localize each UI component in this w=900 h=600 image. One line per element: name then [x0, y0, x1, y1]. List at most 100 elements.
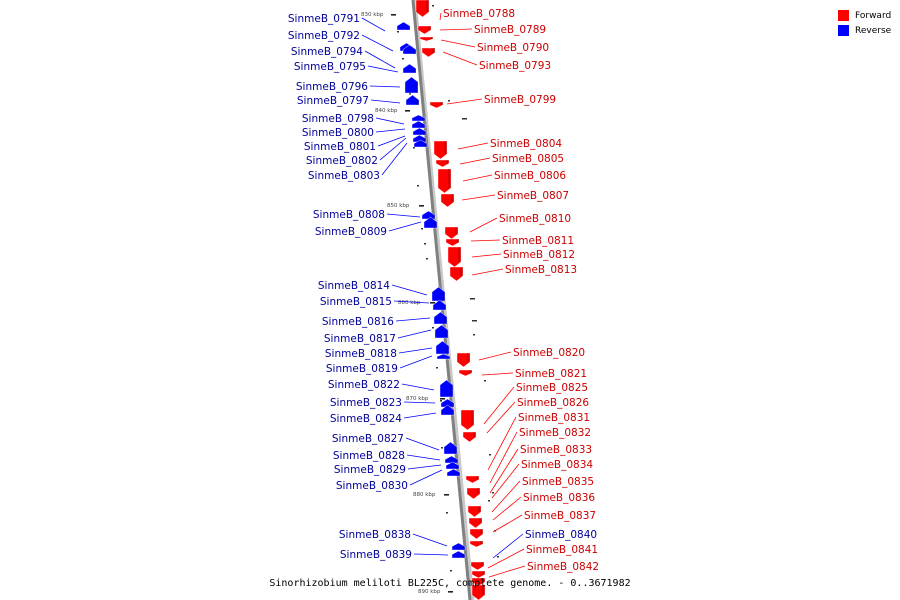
gene-label-forward[interactable]: SinmeB_0806: [494, 170, 566, 182]
gene-label-reverse[interactable]: SinmeB_0823: [330, 397, 402, 409]
gene-label-reverse[interactable]: SinmeB_0827: [332, 433, 404, 445]
gene-label-forward[interactable]: SinmeB_0788: [443, 8, 515, 20]
gene-label-reverse[interactable]: SinmeB_0830: [336, 480, 408, 492]
legend-label-forward: Forward: [855, 10, 892, 21]
gene-label-reverse[interactable]: SinmeB_0822: [328, 379, 400, 391]
gene-label-forward[interactable]: SinmeB_0842: [527, 561, 599, 573]
gene-label-forward[interactable]: SinmeB_0833: [520, 444, 592, 456]
gene-leader-line: [398, 347, 433, 354]
gene-shading: [424, 143, 427, 147]
gene-label-forward[interactable]: SinmeB_0831: [518, 412, 590, 424]
gene-label-forward[interactable]: SinmeB_0840: [525, 529, 597, 541]
gene-label-forward[interactable]: SinmeB_0805: [492, 153, 564, 165]
gene-shading: [416, 100, 419, 105]
gene-label-forward[interactable]: SinmeB_0793: [479, 60, 551, 72]
gene-label-forward[interactable]: SinmeB_0804: [490, 138, 562, 150]
gene-label-forward[interactable]: SinmeB_0821: [515, 368, 587, 380]
gene-label-reverse[interactable]: SinmeB_0801: [304, 141, 376, 153]
gene-shading: [458, 247, 461, 262]
gene-label-reverse[interactable]: SinmeB_0797: [297, 95, 369, 107]
forward-gene: [444, 226, 459, 240]
gene-label-forward[interactable]: SinmeB_0807: [497, 190, 569, 202]
gene-label-reverse[interactable]: SinmeB_0819: [326, 363, 398, 375]
backbone-tick: [441, 447, 443, 449]
gene-label-forward[interactable]: SinmeB_0811: [502, 235, 574, 247]
gene-label-reverse[interactable]: SinmeB_0817: [324, 333, 396, 345]
gene-label-forward[interactable]: SinmeB_0825: [516, 382, 588, 394]
gene-shading: [482, 571, 485, 575]
gene-label-reverse[interactable]: SinmeB_0814: [318, 280, 390, 292]
gene-label-reverse[interactable]: SinmeB_0808: [313, 209, 385, 221]
gene-shading: [447, 356, 450, 359]
gene-label-forward[interactable]: SinmeB_0810: [499, 213, 571, 225]
gene-label-reverse[interactable]: SinmeB_0796: [296, 81, 368, 93]
gene-label-reverse[interactable]: SinmeB_0802: [306, 155, 378, 167]
backbone-tick: [450, 570, 452, 572]
legend-item-reverse: Reverse: [838, 23, 891, 38]
gene-label-forward[interactable]: SinmeB_0836: [523, 492, 595, 504]
gene-leader-line: [370, 99, 401, 104]
gene-label-forward[interactable]: SinmeB_0812: [503, 249, 575, 261]
reverse-gene: [412, 134, 427, 143]
scale-tick-label: 850 kbp: [387, 203, 410, 209]
backbone-tick: [446, 512, 448, 514]
gene-label-forward[interactable]: SinmeB_0835: [522, 476, 594, 488]
gene-shading: [434, 222, 437, 228]
gene-label-reverse[interactable]: SinmeB_0829: [334, 464, 406, 476]
gene-leader-line: [405, 437, 440, 451]
scale-tick-mark: [391, 14, 396, 16]
scale-tick-mark: [430, 302, 435, 304]
gene-shading: [467, 353, 470, 362]
gene-label-reverse[interactable]: SinmeB_0828: [333, 450, 405, 462]
gene-leader-line: [393, 300, 430, 304]
gene-label-forward[interactable]: SinmeB_0789: [474, 24, 546, 36]
gene-leader-line: [375, 128, 406, 133]
gene-shading: [456, 465, 459, 469]
gene-label-reverse[interactable]: SinmeB_0809: [315, 226, 387, 238]
legend-label-reverse: Reverse: [855, 25, 892, 36]
gene-label-forward[interactable]: SinmeB_0834: [521, 459, 593, 471]
gene-leader-line: [487, 416, 517, 471]
gene-label-reverse[interactable]: SinmeB_0816: [322, 316, 394, 328]
gene-label-reverse[interactable]: SinmeB_0798: [302, 113, 374, 125]
reverse-gene: [435, 340, 450, 355]
scale-tick-mark: [440, 398, 445, 400]
gene-leader-line: [375, 117, 405, 125]
gene-label-forward[interactable]: SinmeB_0837: [524, 510, 596, 522]
gene-label-reverse[interactable]: SinmeB_0800: [302, 127, 374, 139]
gene-shading: [423, 138, 426, 142]
gene-label-forward[interactable]: SinmeB_0820: [513, 347, 585, 359]
gene-label-reverse[interactable]: SinmeB_0794: [291, 46, 363, 58]
forward-gene: [471, 570, 486, 579]
forward-swatch: [838, 10, 849, 21]
gene-label-forward[interactable]: SinmeB_0826: [517, 397, 589, 409]
gene-label-reverse[interactable]: SinmeB_0792: [288, 30, 360, 42]
gene-leader-line: [442, 51, 478, 66]
gene-label-reverse[interactable]: SinmeB_0795: [294, 61, 366, 73]
reverse-gene: [433, 311, 448, 325]
backbone-tick: [484, 380, 486, 382]
gene-label-reverse[interactable]: SinmeB_0839: [340, 549, 412, 561]
gene-label-reverse[interactable]: SinmeB_0838: [339, 529, 411, 541]
gene-label-reverse[interactable]: SinmeB_0791: [288, 13, 360, 25]
gene-leader-line: [462, 174, 493, 182]
gene-label-reverse[interactable]: SinmeB_0815: [320, 296, 392, 308]
gene-leader-line: [407, 464, 442, 470]
gene-label-reverse[interactable]: SinmeB_0818: [325, 348, 397, 360]
gene-label-forward[interactable]: SinmeB_0841: [526, 544, 598, 556]
reverse-swatch: [838, 25, 849, 36]
reverse-gene: [451, 550, 466, 559]
forward-gene: [433, 140, 448, 160]
forward-gene: [465, 475, 480, 484]
gene-label-reverse[interactable]: SinmeB_0824: [330, 413, 402, 425]
forward-gene: [469, 528, 484, 540]
gene-label-forward[interactable]: SinmeB_0790: [477, 42, 549, 54]
gene-shading: [455, 227, 458, 234]
scale-tick-label: 830 kbp: [361, 12, 384, 18]
forward-gene: [467, 505, 482, 518]
gene-label-forward[interactable]: SinmeB_0799: [484, 94, 556, 106]
gene-label-reverse[interactable]: SinmeB_0803: [308, 170, 380, 182]
gene-label-forward[interactable]: SinmeB_0813: [505, 264, 577, 276]
gene-shading: [479, 518, 482, 523]
gene-label-forward[interactable]: SinmeB_0832: [519, 427, 591, 439]
